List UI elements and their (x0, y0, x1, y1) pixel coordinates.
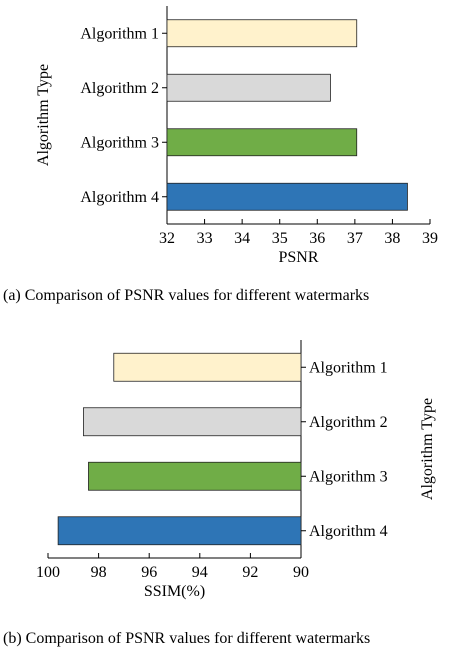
psnr-bar-1 (166, 19, 358, 48)
ssim-x-axis-title: SSIM(%) (144, 583, 205, 600)
ssim-chart-caption: (b) Comparison of PSNR values for differ… (3, 630, 371, 647)
ssim-x-tick-label-2: 96 (141, 564, 157, 581)
psnr-bar-4 (166, 182, 408, 211)
ssim-x-tick-label-5: 90 (293, 564, 309, 581)
ssim-x-tick-label-1: 98 (91, 564, 107, 581)
ssim-x-tick-label-0: 100 (36, 564, 60, 581)
psnr-category-label-1: Algorithm 1 (80, 25, 159, 42)
psnr-x-tick-label-4: 36 (309, 230, 325, 247)
psnr-x-axis-title: PSNR (278, 249, 318, 266)
psnr-x-tick-label-7: 39 (422, 230, 438, 247)
psnr-x-tick-label-6: 38 (384, 230, 400, 247)
psnr-bar-3 (166, 128, 358, 157)
ssim-category-label-2: Algorithm 2 (309, 414, 388, 431)
psnr-x-tick-label-1: 33 (197, 230, 213, 247)
ssim-bar-3 (88, 461, 302, 491)
psnr-x-tick-label-0: 32 (159, 230, 175, 247)
ssim-x-tick-label-3: 94 (192, 564, 208, 581)
psnr-category-label-4: Algorithm 4 (80, 189, 159, 206)
ssim-category-label-1: Algorithm 1 (309, 359, 388, 376)
psnr-x-tick-label-2: 34 (234, 230, 250, 247)
ssim-category-label-4: Algorithm 4 (309, 523, 388, 540)
psnr-x-tick-label-5: 37 (347, 230, 363, 247)
ssim-bar-4 (57, 516, 302, 546)
psnr-chart: Algorithm 1 Algorithm 2 Algorithm 3 Algorit… (35, 6, 438, 266)
ssim-bar-1 (113, 352, 302, 382)
psnr-y-axis-title: Algorithm Type (35, 64, 52, 166)
psnr-category-label-2: Algorithm 2 (80, 80, 159, 97)
psnr-bar-2 (166, 73, 331, 102)
ssim-bar-2 (83, 407, 302, 437)
ssim-x-tick-label-4: 92 (242, 564, 258, 581)
psnr-x-tick-label-3: 35 (272, 230, 288, 247)
ssim-category-label-3: Algorithm 3 (309, 468, 388, 485)
psnr-category-label-3: Algorithm 3 (80, 134, 159, 151)
ssim-y-axis-title: Algorithm Type (419, 398, 436, 500)
psnr-chart-caption: (a) Comparison of PSNR values for differ… (3, 287, 370, 304)
